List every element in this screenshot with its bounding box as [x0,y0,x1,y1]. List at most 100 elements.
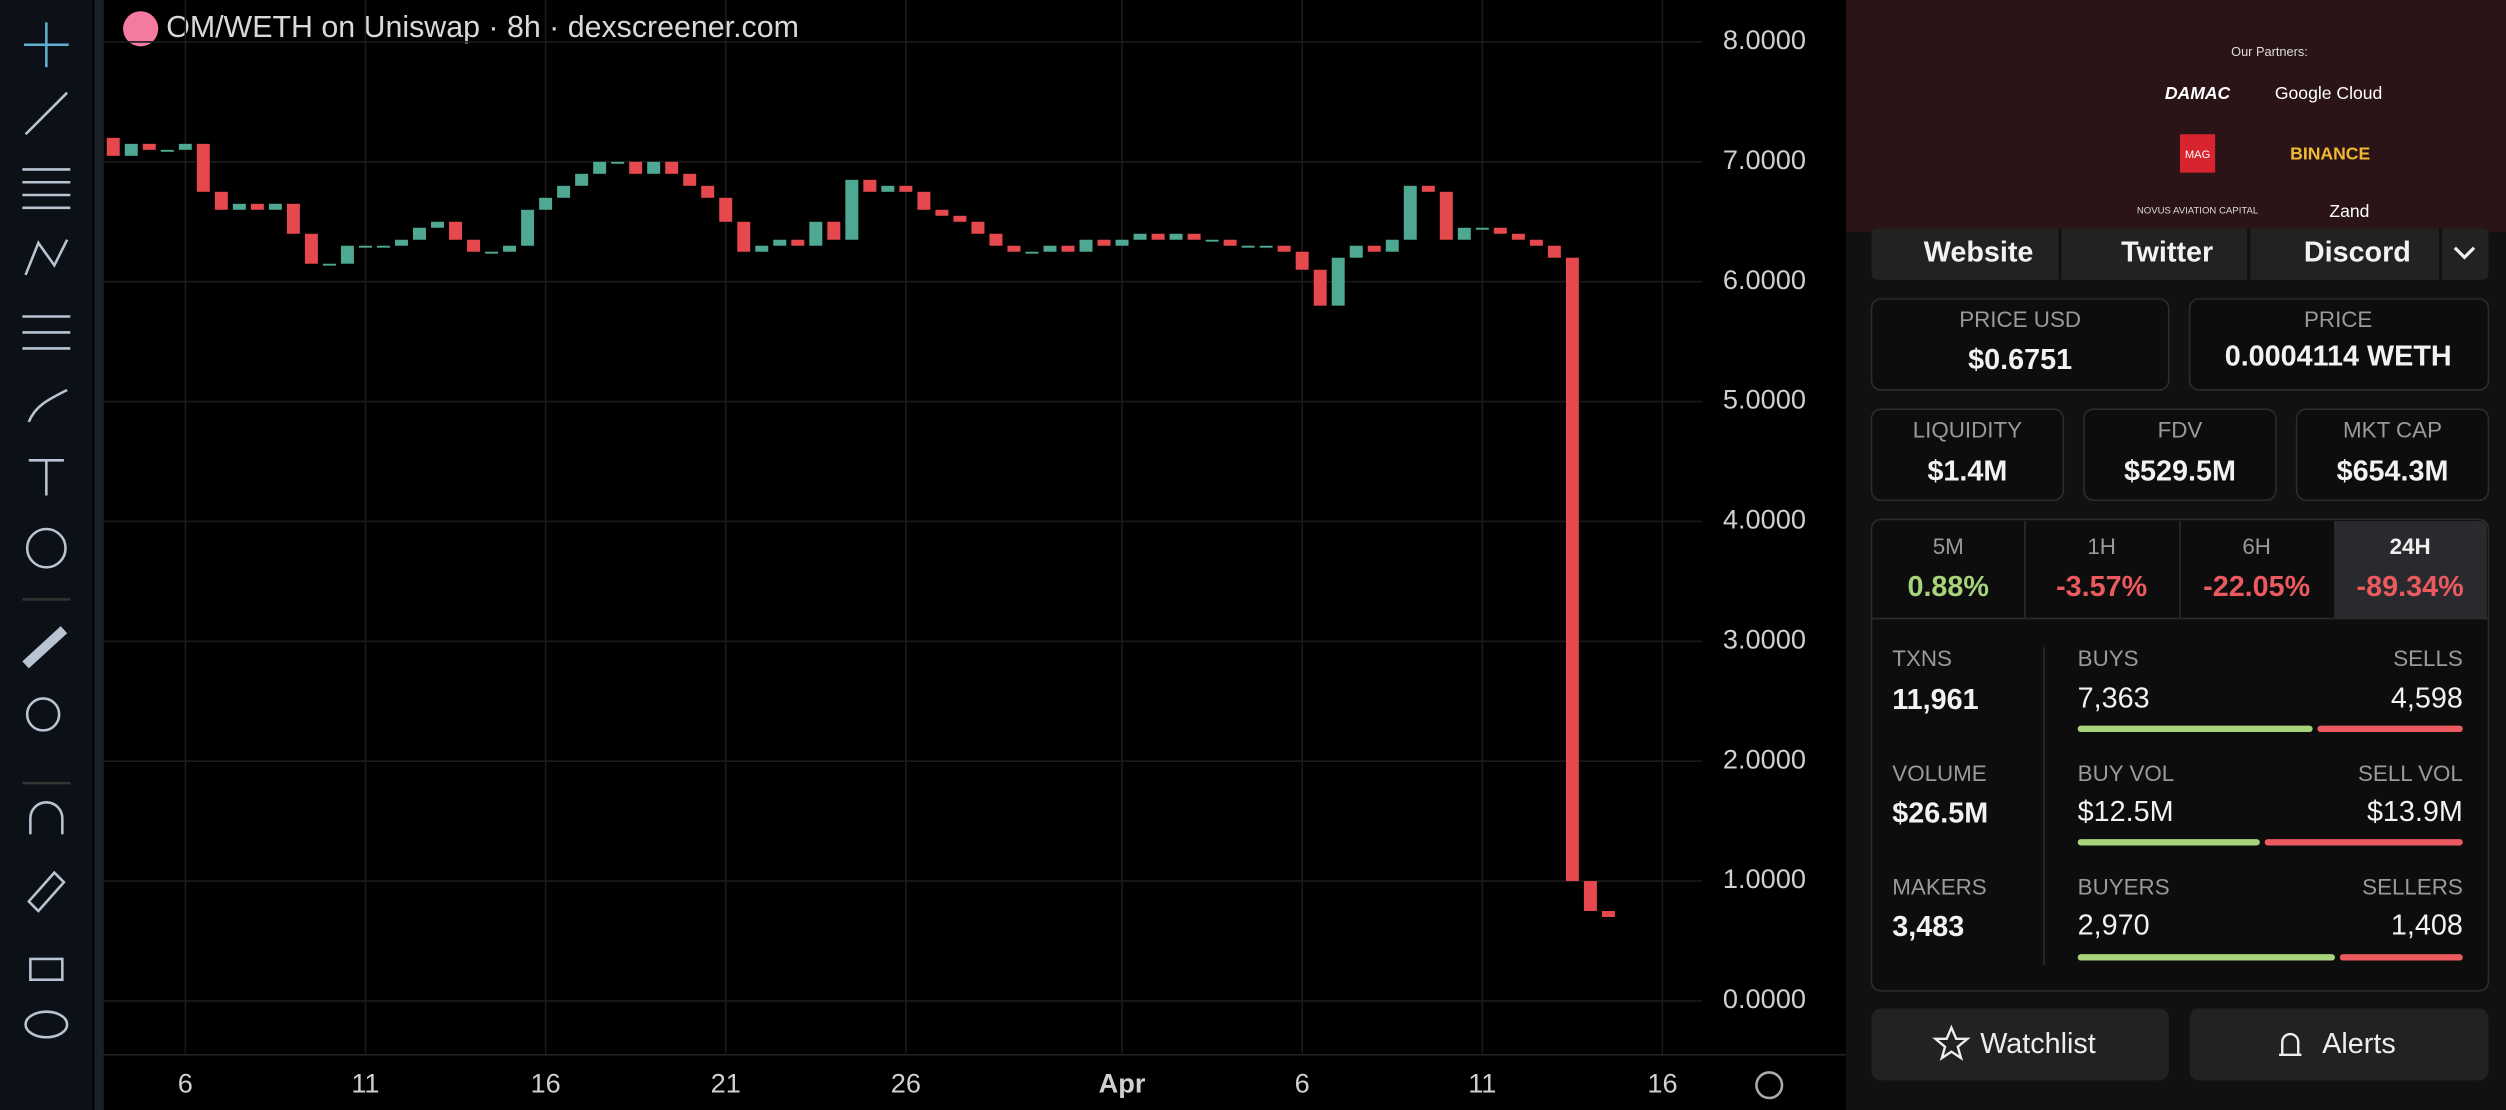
partner-logo-box [2179,134,2216,173]
y-tick-label: 3.0000 [1723,623,1806,654]
candle-body [250,203,264,210]
candle-body [232,203,246,210]
price-usd-card [1870,298,2170,391]
candle-body [1007,245,1021,252]
mkt-cap-value: $654.3M [2337,456,2449,488]
sellers-value: 1,408 [2391,910,2463,942]
y-tick-label: 8.0000 [1723,24,1806,55]
text-tool[interactable] [28,459,64,496]
forecast-tool[interactable] [22,315,71,350]
candle-body [178,143,192,150]
candle-body [683,173,697,186]
sell-vol-value: $13.9M [2367,796,2463,828]
candle-body [1115,239,1129,246]
x-tick-label: 16 [530,1067,560,1098]
discord-link[interactable]: Discord [2304,237,2411,269]
y-tick-label: 1.0000 [1723,863,1806,894]
tab-label[interactable]: 1H [2087,534,2116,559]
candle-body [1529,239,1543,246]
candle-body [1259,245,1273,248]
candle-body [647,161,661,174]
website-link[interactable]: Website [1924,237,2034,269]
buys-ratio-bar [2077,725,2313,733]
tab-label[interactable]: 24H [2390,534,2431,559]
x-tick-label: 11 [351,1067,379,1098]
candle-body [521,209,535,246]
candle-body [809,221,823,246]
draw-lock-tool[interactable] [27,870,66,913]
candle-body [358,245,372,248]
volume-value: $26.5M [1892,798,1988,830]
expand-icon[interactable] [2453,246,2476,260]
crosshair-tool[interactable] [23,22,69,68]
tool-icons [22,22,71,1039]
liquidity-label: LIQUIDITY [1913,417,2022,442]
ruler-tool[interactable] [22,626,68,669]
candle-body [286,203,300,234]
price-label: PRICE [2304,307,2372,332]
candle-body [1043,245,1057,252]
candle-body [629,161,643,174]
tab-label[interactable]: 5M [1933,534,1964,559]
fib-tool[interactable] [22,168,71,210]
candle-body [827,221,841,240]
magnet-tool[interactable] [29,801,64,835]
candle-body [467,239,481,252]
price-card [2188,298,2490,391]
candle-body [304,233,318,264]
sells-label: SELLS [2393,646,2463,671]
watchlist-button[interactable] [1871,1008,2169,1081]
twitter-link[interactable]: Twitter [2121,237,2213,269]
buys-label: BUYS [2078,646,2139,671]
tab-change: -22.05% [2203,571,2310,603]
buys-value: 7,363 [2078,683,2150,715]
partner-logo: BINANCE [2290,144,2370,164]
toolbar [0,0,104,1110]
grid [103,0,1703,1055]
candle-body [989,233,1003,246]
candle-body [719,197,733,222]
zoom-tool[interactable] [25,697,61,732]
candle-body [1403,185,1417,240]
candle-body [593,161,607,174]
tab-label[interactable]: 6H [2242,534,2271,559]
candle-body [413,227,426,240]
settings-icon[interactable] [1755,1071,1784,1100]
emoji-tool[interactable] [25,527,67,569]
buy-vol-label: BUY VOL [2078,761,2175,786]
alerts-button[interactable] [2189,1008,2489,1081]
candle-body [539,197,553,210]
toolbar-bg [0,0,93,1110]
x-tick-label: 16 [1647,1067,1677,1098]
candle-body [142,143,156,150]
lock-tool[interactable] [29,957,64,982]
pattern-tool[interactable] [24,239,69,276]
candle-body [1511,233,1525,240]
buyers-value: 2,970 [2078,910,2150,942]
sells-ratio-bar [2317,725,2463,733]
candle-body [1241,245,1255,248]
visibility-tool[interactable] [24,1010,69,1039]
candle-body [214,191,228,210]
candle-body [1475,227,1489,230]
y-tick-label: 0.0000 [1723,983,1806,1014]
candle-body [1331,257,1345,306]
candle-body [124,143,138,156]
x-tick-label: 6 [178,1067,193,1098]
sellers-ratio-bar [2339,954,2463,961]
candle-body [557,185,571,198]
partners-title: Our Partners: [2231,44,2308,59]
candle-body [1421,185,1435,192]
txns-label: TXNS [1892,646,1952,671]
candle-body [1151,233,1165,240]
watchlist-label[interactable]: Watchlist [1980,1028,2096,1060]
trend-line-tool[interactable] [24,91,69,136]
mkt-cap-card [2295,408,2490,502]
x-tick-label: 6 [1295,1067,1310,1098]
tab-change: -89.34% [2357,571,2464,603]
alerts-label[interactable]: Alerts [2322,1028,2396,1060]
candle-body [1025,251,1039,254]
candle-body [755,245,769,252]
x-tick-label: 11 [1468,1067,1496,1098]
brush-tool[interactable] [27,388,68,423]
